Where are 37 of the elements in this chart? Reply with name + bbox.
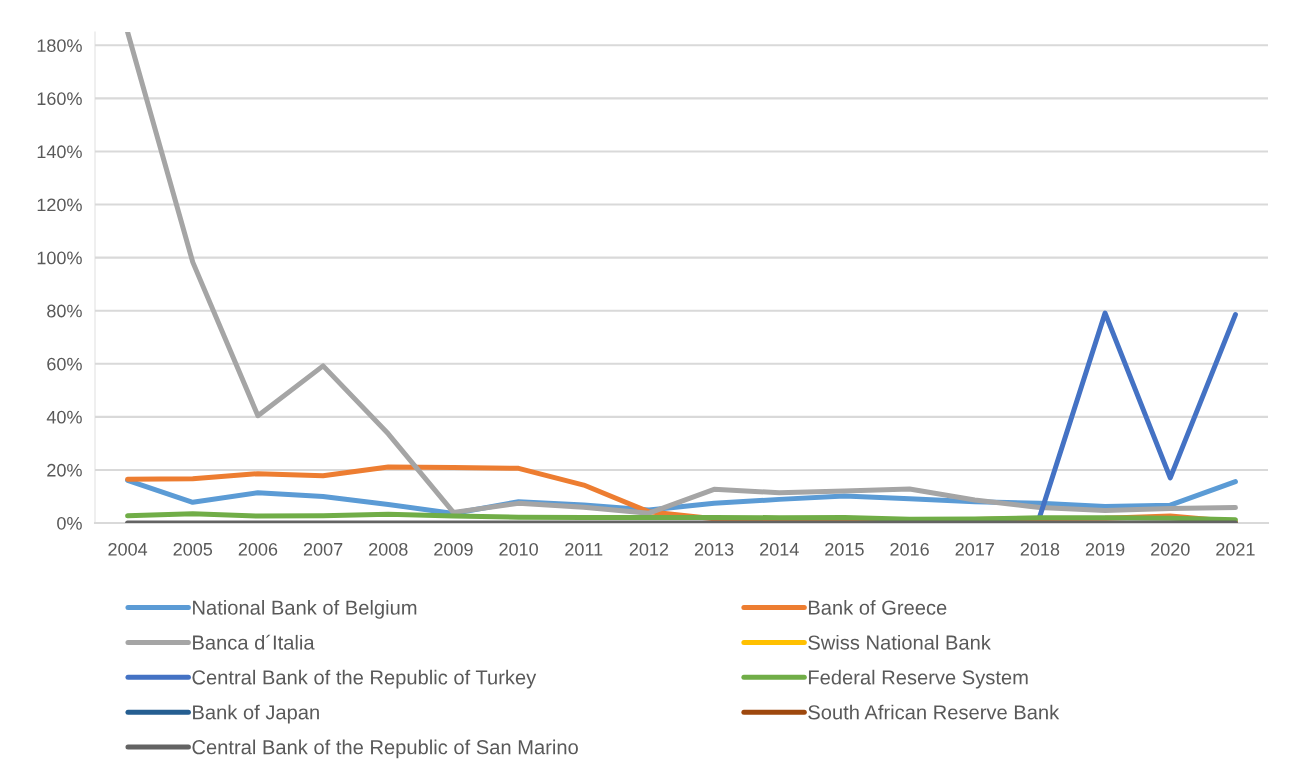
x-tick-label: 2013: [694, 542, 734, 556]
x-tick-label: 2020: [1151, 542, 1190, 556]
legend-label: Bank of Greece: [808, 600, 947, 615]
legend-label: National Bank of Belgium: [193, 600, 417, 619]
legend-label: South African Reserve Bank: [808, 704, 1060, 720]
y-tick-label: 140%: [37, 145, 82, 159]
x-tick-label: 2018: [1020, 542, 1060, 556]
x-tick-label: 2021: [1216, 542, 1255, 556]
y-tick-label: 160%: [37, 92, 82, 106]
x-tick-label: 2011: [565, 542, 603, 556]
legend-label: Central Bank of the Republic of Turkey: [192, 669, 537, 689]
x-tick-label: 2017: [955, 542, 994, 556]
x-tick-label: 2008: [369, 542, 408, 556]
y-tick-label: 120%: [37, 198, 82, 212]
legend-label: Federal Reserve System: [808, 669, 1028, 689]
x-tick-label: 2012: [629, 542, 669, 556]
x-tick-label: 2006: [238, 542, 278, 556]
x-tick-label: 2019: [1085, 542, 1125, 556]
x-tick-label: 2007: [303, 542, 343, 556]
legend-label: Swiss National Bank: [808, 634, 991, 650]
x-tick-label: 2014: [760, 542, 799, 556]
x-tick-label: 2005: [173, 542, 213, 556]
y-tick-label: 100%: [37, 251, 82, 265]
legend-label: Banca d´Italia: [193, 634, 315, 650]
x-tick-label: 2010: [499, 542, 538, 556]
x-tick-label: 2015: [825, 542, 864, 556]
x-tick-label: 2009: [434, 542, 473, 556]
legend-label: Central Bank of the Republic of San Marino: [192, 739, 578, 759]
y-tick-label: 20%: [47, 463, 82, 477]
y-tick-label: 180%: [37, 39, 82, 52]
x-tick-label: 2016: [890, 542, 929, 556]
y-tick-label: 80%: [47, 304, 82, 318]
y-tick-label: 60%: [47, 357, 82, 371]
y-tick-label: 0%: [57, 516, 82, 530]
legend-label: Bank of Japan: [193, 704, 319, 724]
y-tick-label: 40%: [46, 410, 82, 424]
x-tick-label: 2004: [108, 542, 148, 556]
